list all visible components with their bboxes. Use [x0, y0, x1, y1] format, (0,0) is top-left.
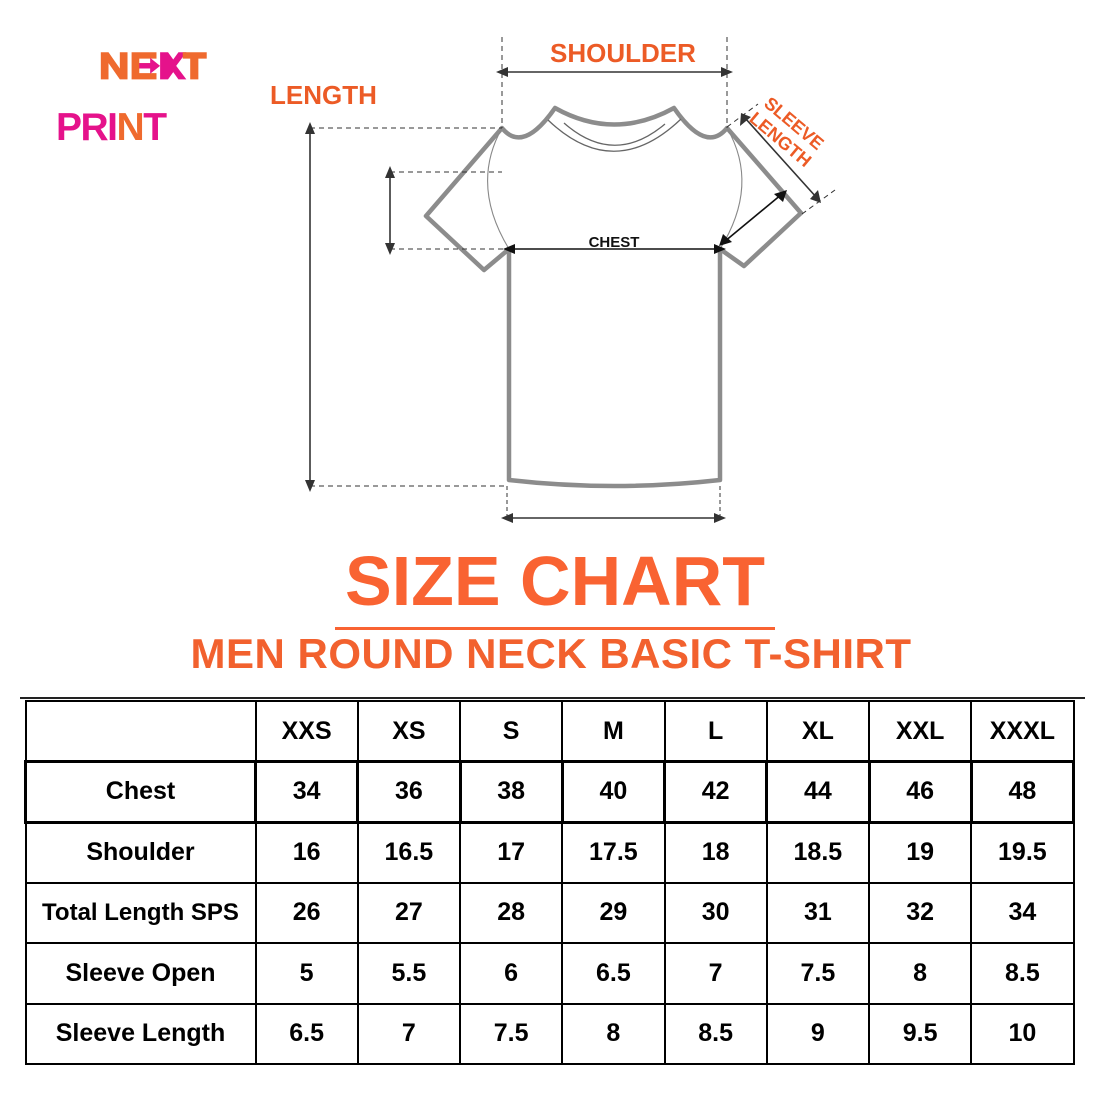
svg-text:CHEST: CHEST — [589, 234, 640, 251]
